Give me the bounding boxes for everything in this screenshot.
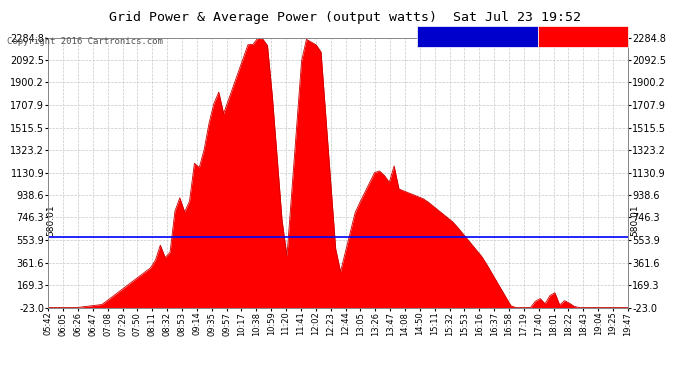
- Text: Average  (AC Watts): Average (AC Watts): [421, 32, 516, 41]
- Text: 580.01: 580.01: [46, 204, 55, 236]
- Text: Copyright 2016 Cartronics.com: Copyright 2016 Cartronics.com: [7, 38, 163, 46]
- Text: Grid Power & Average Power (output watts)  Sat Jul 23 19:52: Grid Power & Average Power (output watts…: [109, 11, 581, 24]
- Text: Grid  (AC Watts): Grid (AC Watts): [542, 32, 622, 41]
- Text: 580.01: 580.01: [631, 204, 640, 236]
